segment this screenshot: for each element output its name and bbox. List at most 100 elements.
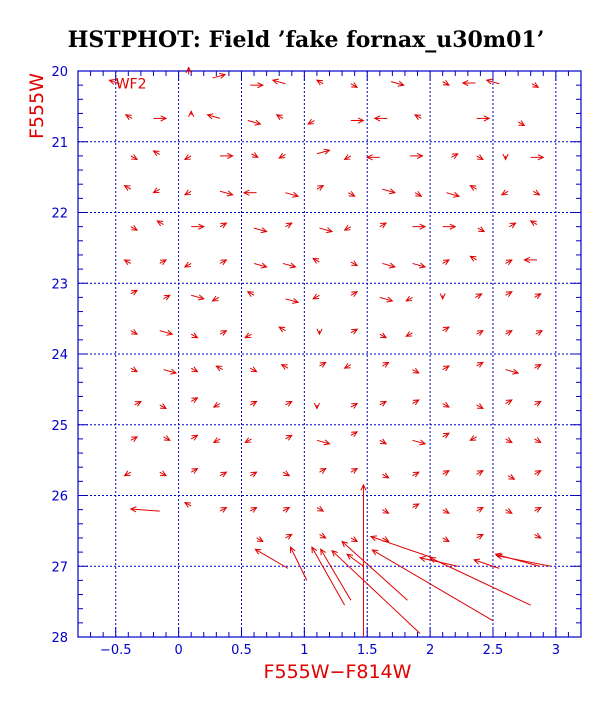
vector-arrow xyxy=(505,330,513,336)
vector-arrow xyxy=(190,468,199,474)
y-tick-labels: 20 21 22 23 24 25 26 27 28 xyxy=(51,65,68,646)
vector-arrow xyxy=(412,471,420,478)
vector-arrow xyxy=(505,399,513,406)
vector-arrow xyxy=(350,117,365,124)
vector-arrow xyxy=(494,552,540,567)
vector-arrow xyxy=(108,79,120,85)
vector-arrow xyxy=(382,507,390,514)
vector-arrow xyxy=(219,259,228,266)
x-tick-label: 3 xyxy=(552,643,560,658)
axis-ticks xyxy=(77,70,582,638)
vector-arrow xyxy=(534,293,542,300)
vector-arrow xyxy=(220,152,234,159)
vector-arrow xyxy=(529,220,538,227)
x-tick-label: 2 xyxy=(426,643,434,658)
vector-arrow xyxy=(409,152,424,159)
vector-arrow xyxy=(212,72,227,79)
vector-arrow xyxy=(311,546,346,606)
vector-arrow xyxy=(412,367,420,374)
vector-arrow xyxy=(124,114,133,121)
vector-arrow xyxy=(469,185,477,191)
vector-arrow xyxy=(350,536,359,543)
vector-arrow xyxy=(382,472,390,479)
vector-arrow xyxy=(531,82,540,88)
x-tick-label: 0.5 xyxy=(231,643,252,658)
vector-arrow xyxy=(382,361,390,368)
vector-arrow xyxy=(505,368,520,375)
vector-arrow xyxy=(495,553,551,567)
vector-arrow xyxy=(476,154,484,161)
vector-arrow xyxy=(316,439,331,446)
y-tick-label: 24 xyxy=(51,348,68,363)
vector-arrow xyxy=(183,154,192,161)
vector-arrow xyxy=(183,261,192,268)
vector-arrow xyxy=(307,118,315,125)
vector-arrow xyxy=(509,222,517,229)
vector-arrow xyxy=(350,328,359,335)
vector-arrow xyxy=(476,361,484,368)
vector-arrow xyxy=(190,366,199,373)
vector-arrow xyxy=(316,185,325,191)
vector-arrow xyxy=(379,332,388,339)
vector-arrow xyxy=(505,259,513,266)
y-tick-label: 23 xyxy=(51,277,68,292)
vector-arrow xyxy=(412,223,427,230)
y-tick-label: 21 xyxy=(51,136,68,151)
vector-arrow xyxy=(244,437,252,444)
vector-arrow xyxy=(246,291,255,297)
vector-arrow xyxy=(316,505,325,512)
vector-arrow xyxy=(442,365,450,372)
vector-arrow xyxy=(250,82,265,89)
y-tick-label: 27 xyxy=(51,560,68,575)
vector-arrow xyxy=(316,328,323,336)
vector-arrow xyxy=(534,506,542,513)
vector-arrow xyxy=(152,150,160,157)
vector-arrow xyxy=(251,152,259,158)
vector-arrow xyxy=(156,220,164,227)
x-tick-label: −0.5 xyxy=(100,643,132,658)
vector-arrow xyxy=(532,189,541,196)
vector-arrow xyxy=(153,115,168,122)
y-tick-label: 26 xyxy=(51,490,68,505)
vector-arrow xyxy=(350,402,359,409)
vector-arrow xyxy=(130,289,139,296)
vector-arrow xyxy=(285,191,300,198)
vector-arrow xyxy=(534,364,542,370)
vector-arrow xyxy=(505,437,513,444)
vector-arrow xyxy=(250,471,258,478)
vector-arrow xyxy=(350,82,359,88)
x-tick-label: 1 xyxy=(300,643,308,658)
vector-arrow xyxy=(412,503,420,510)
y-tick-label: 20 xyxy=(51,65,68,80)
vector-arrow xyxy=(348,191,356,197)
vector-arrow xyxy=(319,468,327,474)
vector-arrow xyxy=(319,532,327,539)
vector-arrow xyxy=(476,403,484,410)
vector-arrow xyxy=(442,507,450,514)
vector-arrow xyxy=(282,470,291,477)
vector-arrow xyxy=(473,558,500,569)
vector-arrow xyxy=(350,291,359,297)
vector-arrow xyxy=(316,148,331,155)
vector-arrow xyxy=(242,189,257,196)
vector-arrow xyxy=(442,326,450,333)
y-tick-label: 28 xyxy=(51,631,68,646)
vector-arrow xyxy=(191,294,205,301)
vector-arrow xyxy=(185,66,192,75)
vector-arrow xyxy=(130,328,139,335)
vector-arrow xyxy=(159,329,174,336)
vector-arrow xyxy=(382,262,396,269)
vector-arrow xyxy=(163,435,171,441)
vector-arrow xyxy=(282,262,297,269)
vector-arrow xyxy=(285,533,293,540)
vector-arrow xyxy=(247,119,262,126)
vector-arrow xyxy=(285,298,300,304)
vector-arrow xyxy=(523,256,537,263)
x-tick-label: 1.5 xyxy=(357,643,378,658)
vector-arrow xyxy=(319,227,334,234)
vector-arrow xyxy=(253,227,268,234)
vector-arrow xyxy=(285,400,293,407)
vector-arrow xyxy=(244,332,252,339)
vector-arrow xyxy=(379,438,388,445)
